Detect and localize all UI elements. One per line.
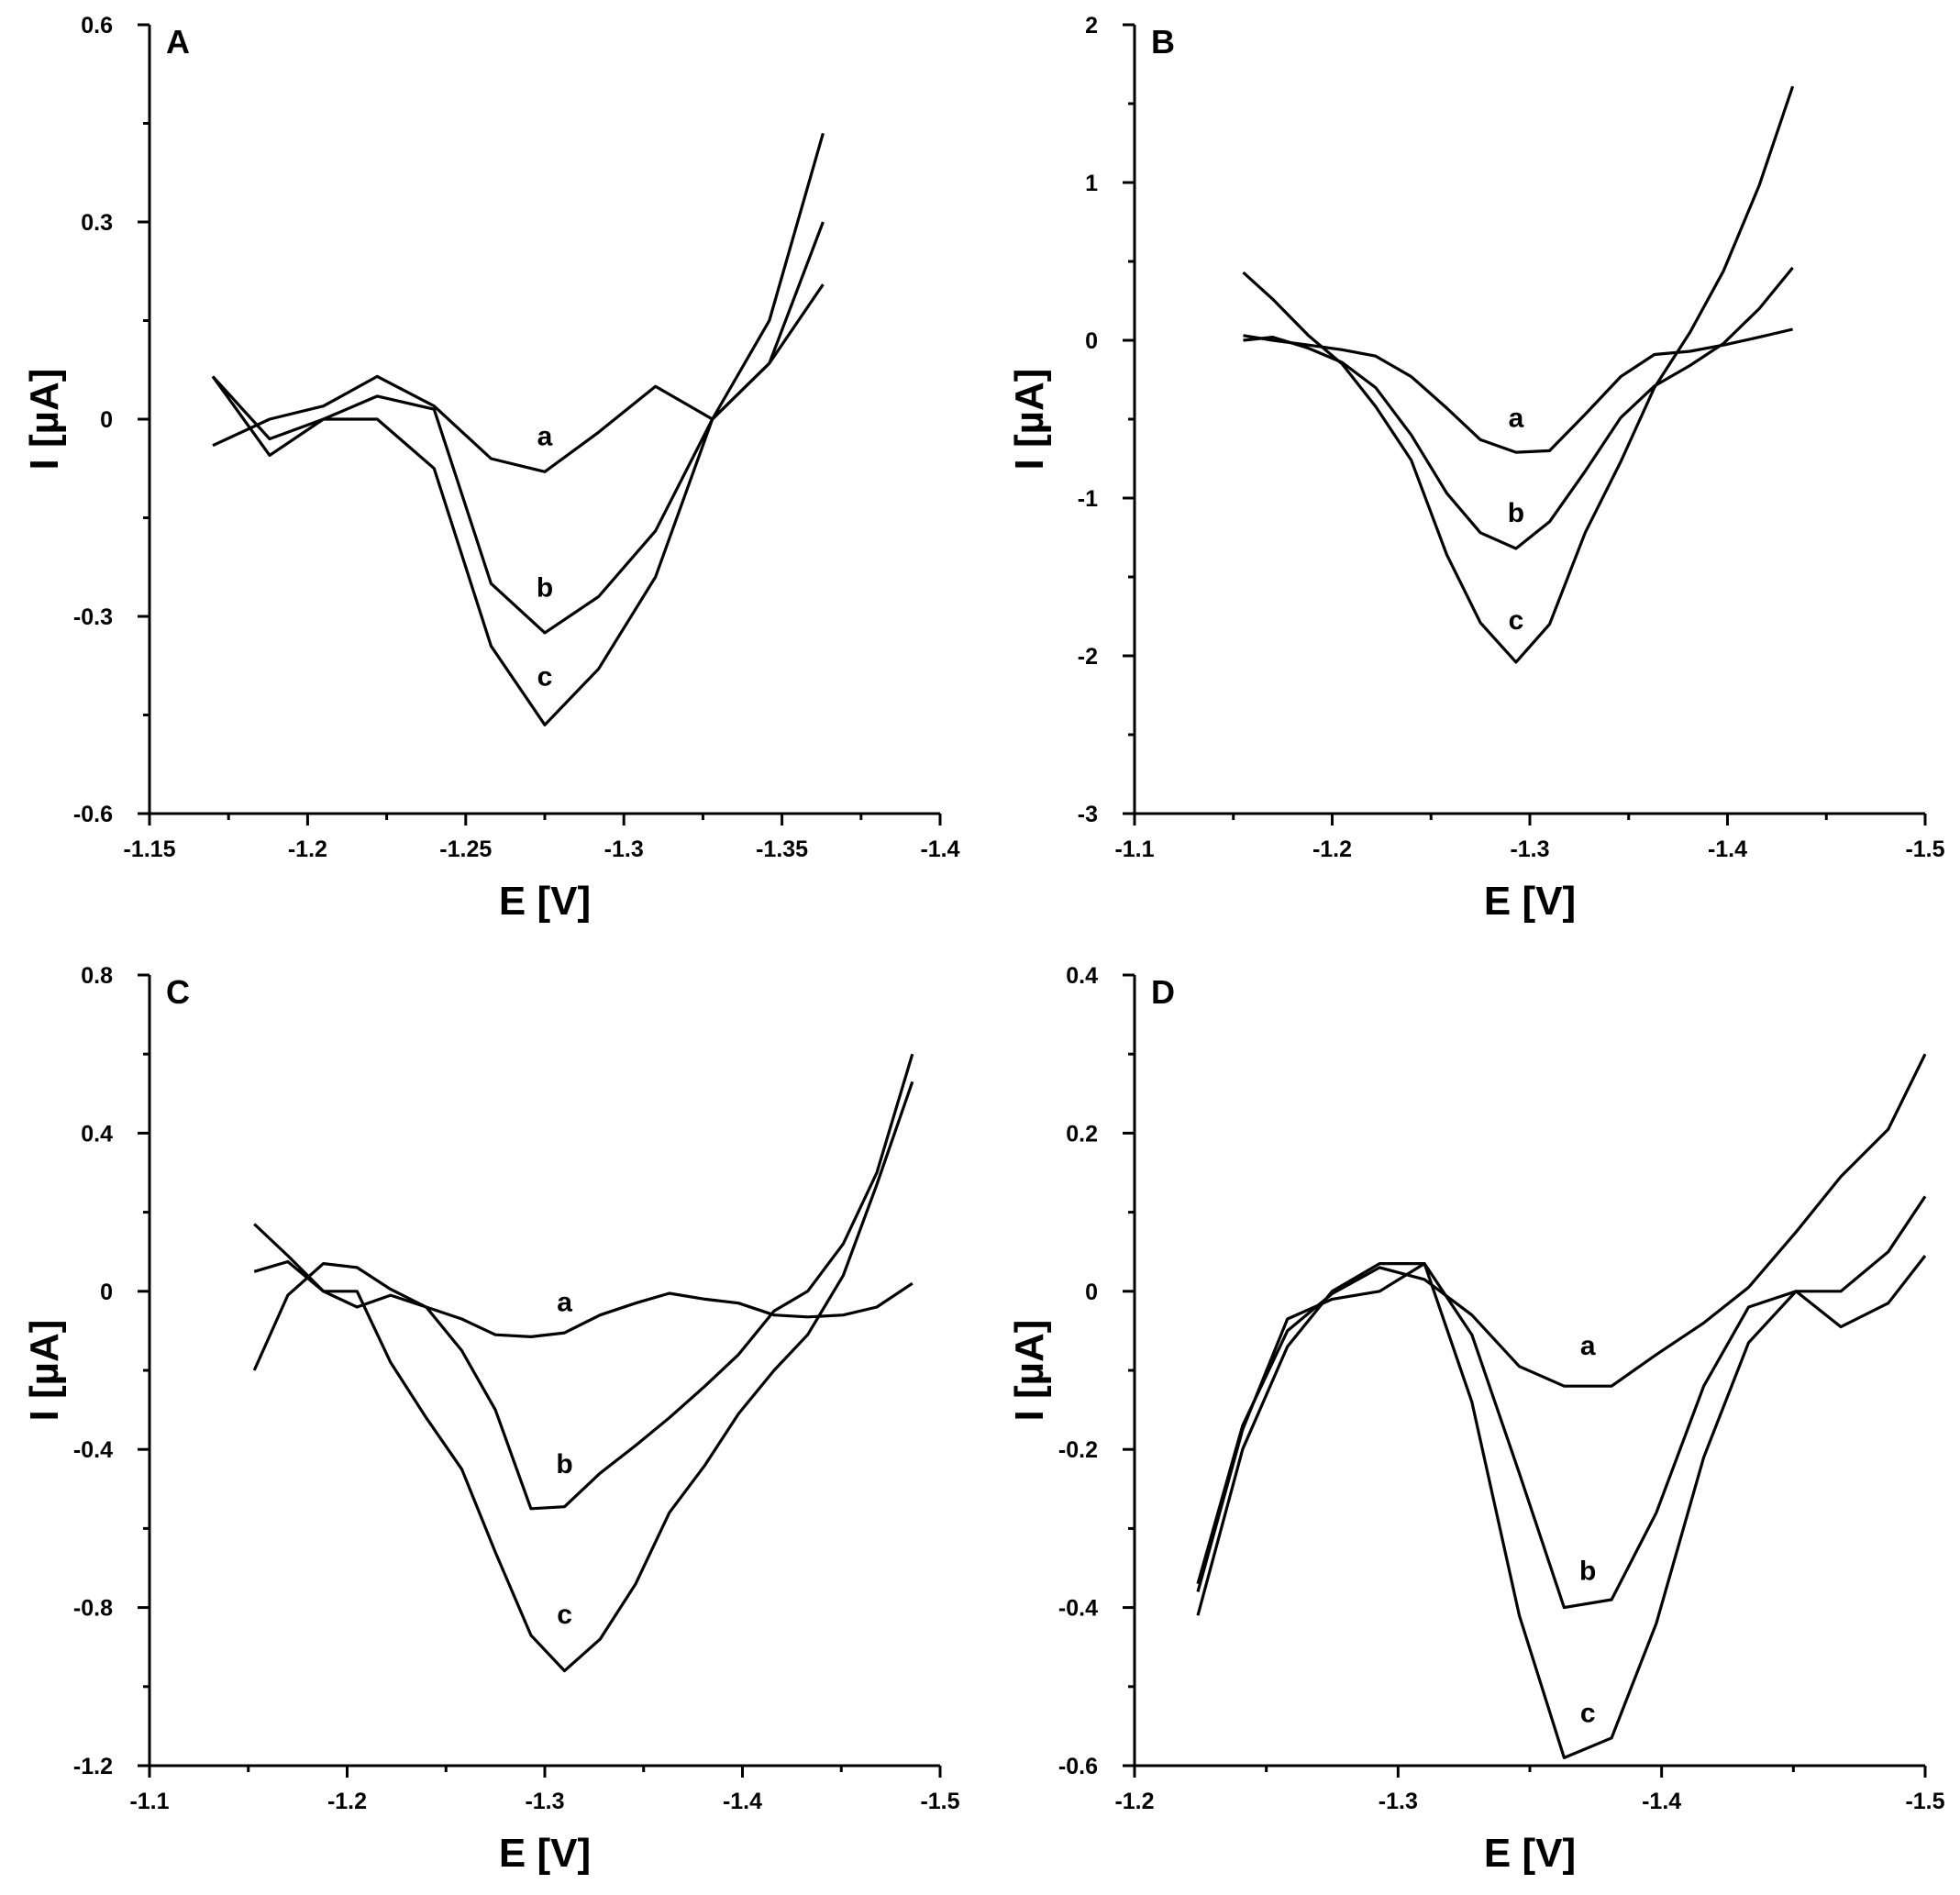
series-c-label: c [1509,605,1524,636]
y-tick-label: 0.4 [81,1121,113,1147]
y-tick-label: -0.6 [1058,1754,1098,1779]
y-tick-label: -0.4 [73,1437,113,1463]
series-c-label: c [1580,1699,1596,1729]
x-axis-title: E [V] [499,1831,591,1876]
panel-c: -1.1 -1.2 -1.3 -1.4 -1.5 -1.2 -0.8 -0.4 0 0.4 0.8 E… [22,963,960,1876]
x-tick-label: -1.5 [920,1789,959,1814]
x-tick-label: -1.2 [1114,1789,1154,1814]
series-b-label: b [537,573,553,604]
series-a-label: a [537,422,553,452]
x-axis-title: E [V] [1484,1831,1576,1876]
x-tick-label: -1.15 [124,837,176,862]
x-tick-label: -1.3 [1379,1789,1418,1814]
panel-d: -1.2 -1.3 -1.4 -1.5 -0.6 -0.4 -0.2 0 0.2 0.4 E [V]… [1007,963,1945,1876]
y-tick-label: 0.4 [1066,963,1098,989]
y-tick-label: 0 [1085,328,1098,354]
x-tick-label: -1.2 [327,1789,367,1814]
x-tick-label: -1.1 [129,1789,169,1814]
y-tick-label: 0 [1085,1280,1098,1305]
series-c-label: c [557,1600,572,1630]
x-tick-label: -1.4 [1642,1789,1681,1814]
x-tick-label: -1.4 [920,837,959,862]
x-tick-label: -1.4 [723,1789,762,1814]
y-axis-title: I [µA] [22,1320,67,1422]
series-b-line [252,1053,914,1511]
series-a-label: a [557,1287,572,1317]
x-tick-label: -1.1 [1114,837,1154,862]
panel-a: -1.15 -1.2 -1.25 -1.3 -1.35 -1.4 -0.6 -0.3 0 0.3 0… [22,13,960,924]
y-tick-label: -0.8 [73,1596,113,1622]
y-tick-label: -0.3 [73,604,113,630]
series-a-line [1196,1053,1927,1585]
y-tick-label: -1 [1078,486,1098,512]
series-b-label: b [556,1449,572,1479]
y-tick-label: 0.2 [1066,1121,1098,1147]
y-tick-label: -1.2 [73,1754,113,1779]
x-tick-label: -1.25 [439,837,492,862]
panel-label: A [166,23,190,61]
x-tick-label: -1.2 [288,837,327,862]
y-axis-title: I [µA] [1007,369,1052,471]
y-tick-label: -0.6 [73,802,113,827]
series-b-label: b [1508,498,1524,528]
y-axis-title: I [µA] [1007,1320,1052,1422]
x-tick-label: -1.5 [1905,1789,1944,1814]
panel-label: D [1151,973,1175,1011]
series-c-line [211,132,825,726]
panel-label: C [166,973,190,1011]
y-tick-label: 1 [1085,171,1098,196]
x-tick-label: -1.2 [1312,837,1352,862]
panel-label: B [1151,23,1175,61]
y-tick-label: -0.2 [1058,1437,1098,1463]
y-tick-label: -3 [1078,802,1098,827]
y-tick-label: 0.3 [81,210,113,236]
x-tick-label: -1.3 [1510,837,1549,862]
series-a-label: a [1580,1331,1596,1361]
x-axis-title: E [V] [499,879,591,924]
y-tick-label: 0 [100,1280,113,1305]
panel-b: -1.1 -1.2 -1.3 -1.4 -1.5 -3 -2 -1 0 1 2 E [V] I [µA]… [1007,13,1945,924]
y-tick-label: -2 [1078,644,1098,670]
series-c-line [1196,1195,1927,1760]
series-c-line [1242,85,1795,664]
x-tick-label: -1.5 [1905,837,1944,862]
series-b-line [1243,266,1794,550]
series-b-line [1196,1255,1927,1610]
series-c-line [253,1080,914,1673]
y-tick-label: 0.8 [81,963,113,989]
x-tick-label: -1.4 [1708,837,1747,862]
y-axis-title: I [µA] [22,369,67,471]
x-axis-title: E [V] [1484,879,1576,924]
series-b-line [211,221,825,635]
series-a-line [1243,327,1793,454]
x-tick-label: -1.3 [604,837,644,862]
y-tick-label: 0.6 [81,13,113,39]
series-c-label: c [537,661,553,692]
y-tick-label: 0 [100,407,113,433]
x-tick-label: -1.35 [756,837,808,862]
y-tick-label: 2 [1085,13,1098,39]
series-a-line [212,283,825,473]
x-tick-label: -1.3 [525,1789,564,1814]
series-a-label: a [1509,404,1524,434]
series-b-label: b [1579,1556,1596,1586]
y-tick-label: -0.4 [1058,1596,1098,1622]
